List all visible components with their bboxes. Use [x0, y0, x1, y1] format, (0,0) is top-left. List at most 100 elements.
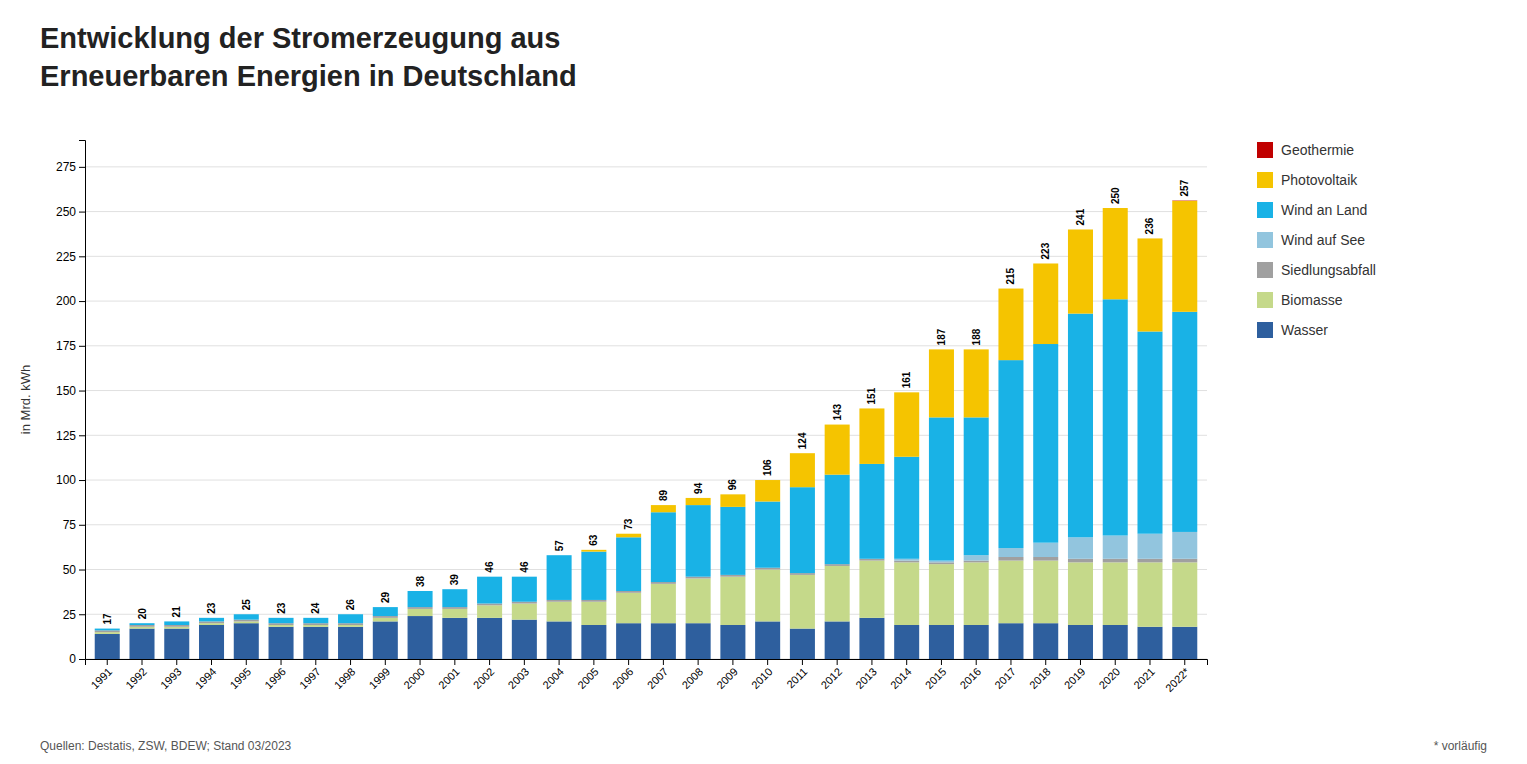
- y-tick: 225: [56, 250, 85, 264]
- bar: [929, 417, 954, 560]
- bar: [790, 453, 815, 454]
- x-tick: 2020: [1096, 659, 1122, 691]
- bar: [512, 620, 537, 659]
- x-tick: 2006: [610, 659, 636, 691]
- bar: [894, 561, 919, 563]
- y-tick: 275: [56, 160, 85, 174]
- bar: [477, 577, 502, 604]
- tick-mark: [732, 659, 733, 665]
- tick-label: 1997: [297, 665, 323, 691]
- x-tick: 1994: [193, 659, 219, 691]
- bar: [651, 582, 676, 584]
- bar: [964, 349, 989, 350]
- total-labels: 1720212325232426293839464657637389949610…: [102, 179, 1191, 624]
- bar: [1033, 543, 1058, 557]
- total-label: 124: [797, 432, 808, 449]
- y-axis-title: in Mrd. kWh: [18, 365, 33, 434]
- bar: [825, 566, 850, 621]
- tick-mark: [385, 659, 386, 665]
- bar: [929, 561, 954, 563]
- bar: [581, 600, 606, 602]
- legend-label: Wind auf See: [1281, 232, 1365, 248]
- bar: [1103, 625, 1128, 659]
- total-label: 46: [519, 561, 530, 573]
- bar: [338, 625, 363, 627]
- x-tick: 2022*: [1163, 659, 1192, 694]
- bar: [1137, 559, 1162, 563]
- bar: [964, 561, 989, 563]
- bar: [720, 507, 745, 575]
- x-tick: 2002: [471, 659, 497, 691]
- bar: [859, 464, 884, 559]
- x-tick: 2017: [992, 659, 1018, 691]
- bar: [790, 487, 815, 573]
- tick-label: 1993: [158, 665, 184, 691]
- bar: [338, 627, 363, 659]
- bar: [234, 620, 259, 622]
- x-tick: 2005: [575, 659, 601, 691]
- legend-label: Geothermie: [1281, 142, 1354, 158]
- tick-mark: [176, 659, 177, 665]
- tick-label: 2008: [679, 665, 705, 691]
- tick-label: 2016: [957, 665, 983, 691]
- bar: [373, 616, 398, 618]
- bar: [408, 607, 433, 609]
- bar: [512, 602, 537, 604]
- bar: [303, 625, 328, 627]
- bar: [547, 555, 572, 556]
- bar: [651, 584, 676, 623]
- total-label: 96: [727, 479, 738, 491]
- chart: Entwicklung der Stromerzeugung ausErneue…: [0, 0, 1527, 764]
- bar: [859, 408, 884, 463]
- bar: [616, 533, 641, 534]
- tick-mark: [79, 167, 85, 168]
- bar: [616, 593, 641, 623]
- bar: [1103, 559, 1128, 563]
- bar-series: [581, 201, 1197, 552]
- footnote: * vorläufig: [1434, 739, 1487, 753]
- bar: [234, 614, 259, 619]
- total-label: 215: [1005, 267, 1016, 284]
- tick-label: 1998: [332, 665, 358, 691]
- bar: [825, 424, 850, 425]
- title-group: Entwicklung der Stromerzeugung ausErneue…: [40, 22, 577, 92]
- bar: [1103, 536, 1128, 559]
- bar: [477, 576, 502, 577]
- total-label: 89: [658, 490, 669, 502]
- bar: [581, 549, 606, 550]
- bar: [199, 617, 224, 618]
- tick-mark: [837, 659, 838, 665]
- tick-label: 2013: [853, 665, 879, 691]
- tick-label: 150: [56, 384, 76, 398]
- bar: [720, 625, 745, 659]
- bar: [998, 623, 1023, 659]
- bar: [269, 617, 294, 618]
- bar: [547, 555, 572, 556]
- total-label: 23: [276, 602, 287, 614]
- bar: [129, 623, 154, 625]
- bar: [1172, 562, 1197, 626]
- tick-label: 200: [56, 294, 76, 308]
- tick-mark: [1184, 659, 1185, 665]
- subtitle: Erneuerbaren Energien in Deutschland: [40, 60, 577, 92]
- total-label: 20: [137, 608, 148, 620]
- bar: [442, 589, 467, 590]
- bar: [859, 408, 884, 409]
- bar: [338, 614, 363, 615]
- tick-mark: [211, 659, 212, 665]
- y-tick: 25: [63, 608, 85, 622]
- bar: [686, 578, 711, 623]
- tick-mark: [420, 659, 421, 665]
- total-label: 26: [345, 599, 356, 611]
- bar-series: [95, 561, 1198, 634]
- bar: [894, 625, 919, 659]
- bar: [1172, 532, 1197, 559]
- x-tick: 2000: [401, 659, 427, 691]
- legend-item: Siedlungsabfall: [1257, 262, 1376, 278]
- tick-mark: [79, 614, 85, 615]
- bar: [755, 621, 780, 659]
- y-tick: 200: [56, 294, 85, 308]
- bar: [894, 457, 919, 559]
- bars: [95, 200, 1198, 659]
- legend-swatch: [1257, 202, 1273, 218]
